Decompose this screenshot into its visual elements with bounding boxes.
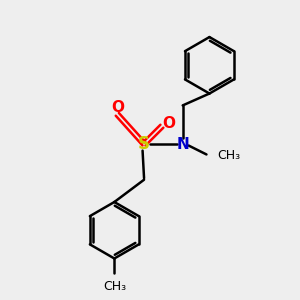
Text: O: O	[162, 116, 175, 131]
Text: O: O	[111, 100, 124, 115]
Text: N: N	[176, 136, 189, 152]
Text: CH₃: CH₃	[103, 280, 126, 293]
Text: CH₃: CH₃	[217, 149, 240, 162]
Text: S: S	[138, 135, 150, 153]
